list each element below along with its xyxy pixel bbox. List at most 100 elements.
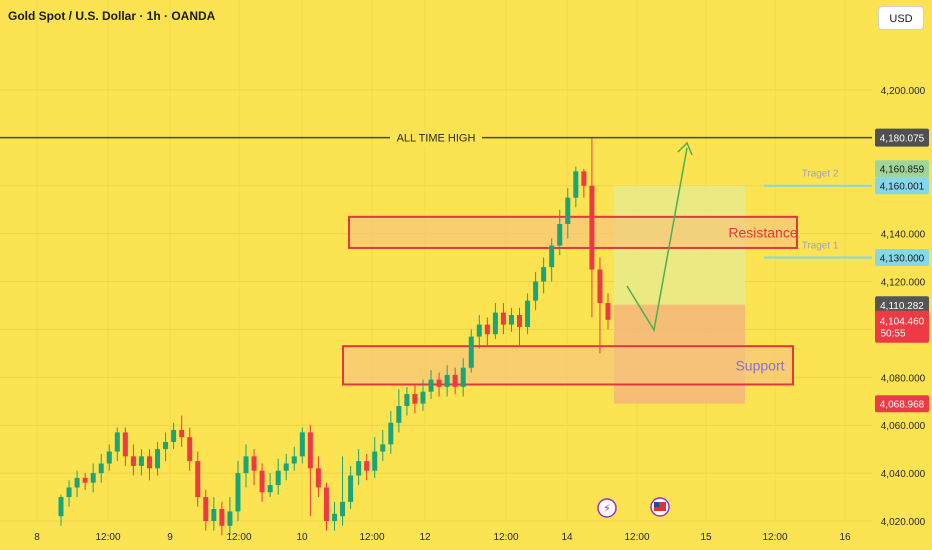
candle-body	[557, 224, 563, 246]
current-price-badge-text: 4,104.460	[880, 317, 925, 328]
prev-price-badge-text: 4,110.282	[880, 301, 924, 312]
x-tick-label: 12:00	[493, 532, 518, 543]
target1-badge-text: 4,130.000	[880, 254, 925, 265]
y-tick-label: 4,080.000	[881, 373, 926, 384]
y-tick-label: 4,020.000	[881, 517, 926, 528]
candle-body	[283, 463, 289, 471]
x-tick-label: 12:00	[624, 532, 649, 543]
candle-body	[412, 394, 418, 404]
candle-body	[444, 374, 450, 387]
support-label: Support	[735, 357, 784, 373]
x-tick-label: 9	[167, 532, 173, 543]
candle-body	[243, 456, 249, 474]
forecast-arrow	[626, 147, 688, 333]
lightning-icon: ⚡	[603, 502, 611, 515]
candle-body	[372, 451, 378, 471]
y-tick-label: 4,200.000	[881, 86, 926, 97]
y-tick-label: 4,060.000	[881, 421, 926, 432]
candle-body	[66, 487, 72, 498]
candle-body	[565, 197, 571, 225]
event-lightning-icon[interactable]	[597, 498, 617, 518]
candle-body	[452, 374, 458, 387]
candle-body	[396, 406, 402, 423]
countdown-text: 50:55	[880, 329, 905, 340]
candle-body	[155, 449, 161, 469]
target1-label: Traget 1	[802, 241, 839, 252]
candle-body	[541, 267, 547, 282]
candle-body	[138, 456, 144, 466]
candle-body	[364, 461, 370, 471]
candle-body	[420, 391, 426, 404]
candle-body	[380, 444, 386, 452]
y-tick-label: 4,140.000	[881, 230, 926, 241]
candle-body	[130, 456, 136, 466]
prev-price-badge	[875, 296, 929, 314]
ath-label: ALL TIME HIGH	[397, 133, 476, 145]
x-tick-label: 12:00	[226, 532, 251, 543]
candle-body	[348, 475, 354, 502]
stop-badge	[875, 395, 929, 413]
candle-body	[605, 303, 611, 320]
x-tick-label: 16	[839, 532, 851, 543]
candle-body	[508, 315, 514, 325]
candle-body	[581, 171, 587, 186]
candle-body	[195, 461, 201, 498]
candle-body	[525, 300, 531, 328]
candle-body	[122, 432, 128, 457]
candle-body	[573, 171, 579, 198]
target1-badge	[875, 249, 929, 267]
candle-body	[549, 245, 555, 268]
candle-body	[251, 456, 257, 471]
resistance-box	[348, 215, 798, 249]
candle-body	[219, 509, 225, 526]
candle-body	[146, 456, 152, 469]
candle-body	[259, 470, 265, 493]
arrow-head	[677, 141, 693, 156]
candle-body	[517, 315, 523, 328]
x-tick-label: 14	[561, 532, 573, 543]
candle-body	[323, 487, 329, 521]
candle-body	[597, 269, 603, 304]
ath-label-bg	[390, 129, 482, 146]
candle-body	[163, 441, 169, 450]
candle-body	[171, 429, 177, 442]
candle-body	[315, 468, 321, 488]
target2a-badge-text: 4,160.859	[880, 165, 925, 176]
y-tick-label: 4,120.000	[881, 278, 926, 289]
candle-body	[589, 185, 595, 270]
candle-body	[533, 281, 539, 301]
currency-button[interactable]: USD	[878, 6, 924, 30]
candle-body	[82, 477, 88, 483]
candle-body	[114, 432, 120, 452]
candle-body	[356, 461, 362, 476]
candle-body	[227, 511, 233, 526]
x-tick-label: 12	[419, 532, 431, 543]
support-box	[342, 345, 794, 386]
candle-body	[340, 501, 346, 517]
target2b-badge-text: 4,160.001	[880, 182, 925, 193]
us-flag-icon	[654, 502, 666, 511]
candle-body	[332, 513, 337, 521]
target2a-badge	[875, 160, 929, 178]
candle-body	[291, 456, 297, 464]
candle-body	[98, 463, 104, 474]
current-price-badge	[875, 310, 929, 343]
x-tick-label: 12:00	[762, 532, 787, 543]
candle-body	[211, 509, 217, 521]
candle-body	[468, 336, 474, 368]
target2-label: Traget 2	[802, 169, 839, 180]
candle-body	[74, 477, 80, 488]
chart-title: Gold Spot / U.S. Dollar · 1h · OANDA	[8, 9, 216, 23]
candle-body	[404, 394, 410, 407]
candle-body	[203, 497, 209, 521]
candle-body	[428, 379, 434, 392]
candle-body	[500, 312, 506, 325]
x-tick-label: 12:00	[359, 532, 384, 543]
stop-badge-text: 4,068.968	[880, 400, 925, 411]
ath-badge	[875, 128, 929, 147]
candle-body	[58, 497, 64, 517]
candle-body	[484, 324, 490, 335]
candle-body	[492, 312, 498, 335]
